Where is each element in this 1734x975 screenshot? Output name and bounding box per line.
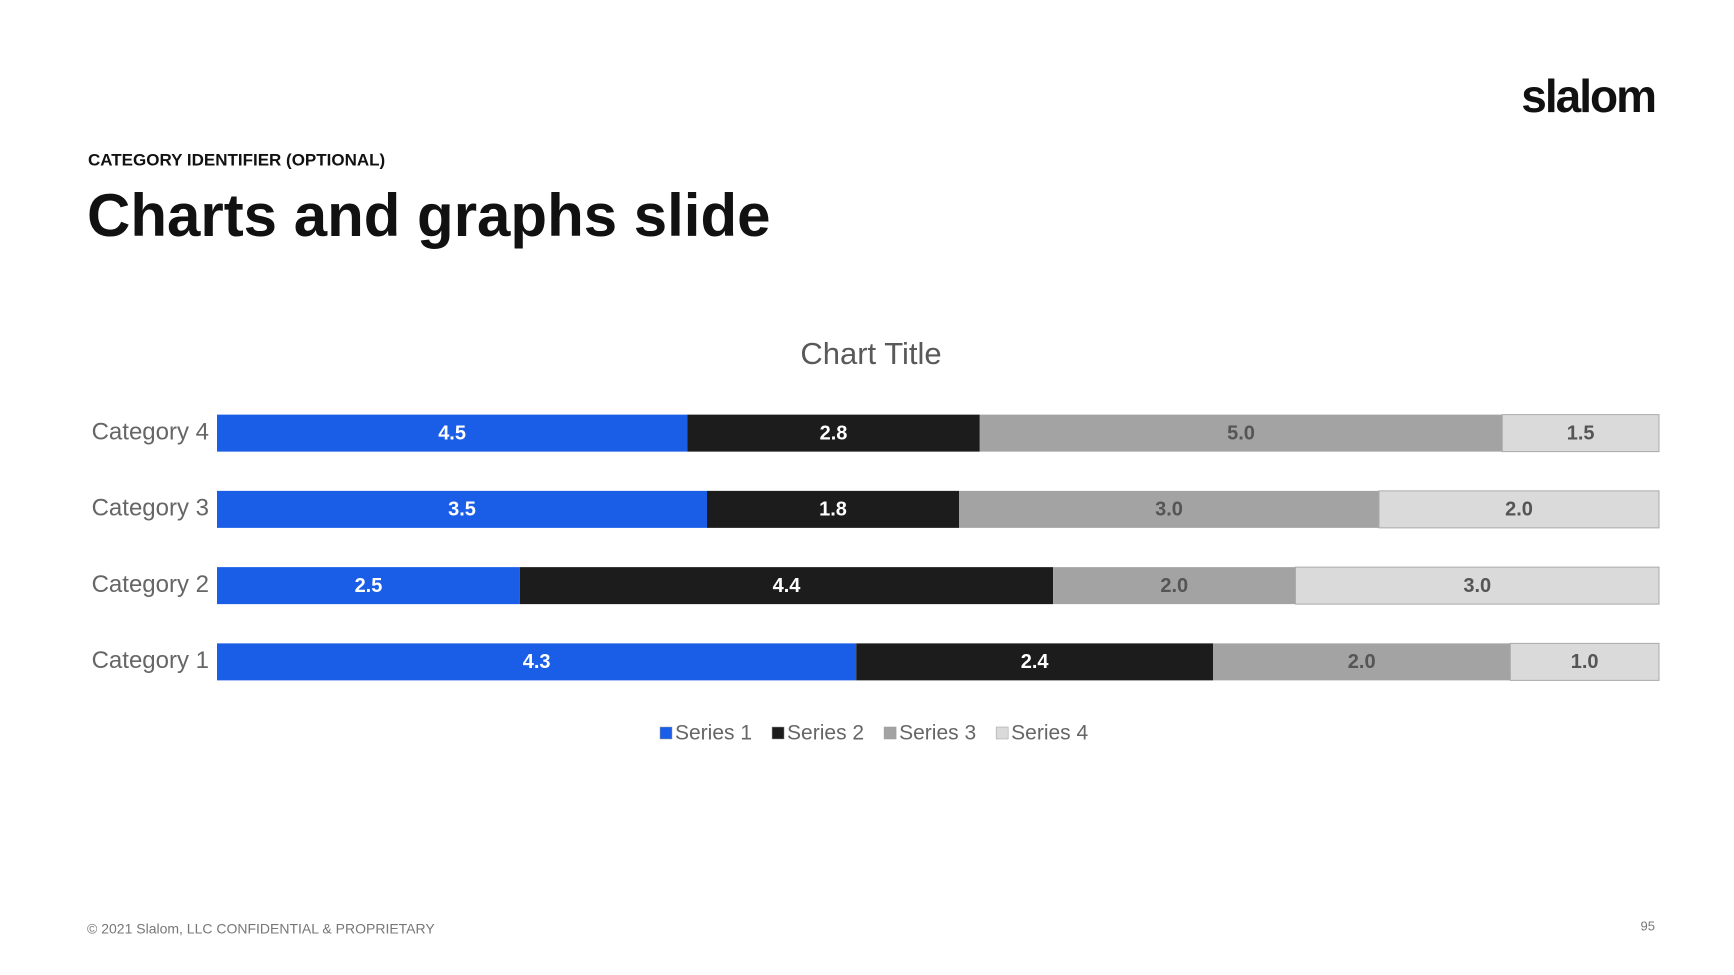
bar-segment: [217, 490, 707, 528]
chart-title: Chart Title: [800, 336, 941, 371]
y-tick-label: Category 4: [92, 418, 209, 445]
bar-segment: [856, 643, 1214, 681]
bar-segment: [217, 643, 857, 681]
bar-segment: [687, 414, 980, 452]
bar-segment: [1501, 414, 1660, 453]
data-label: 2.0: [1160, 575, 1188, 597]
data-label: 2.0: [1505, 499, 1533, 521]
logo: slalom: [1521, 70, 1655, 122]
bar-segment: [1053, 567, 1296, 605]
bar-segment: [1294, 566, 1660, 605]
data-label: 3.5: [448, 499, 476, 521]
data-label: 3.0: [1463, 575, 1491, 597]
legend-swatch: [883, 726, 897, 740]
bar-segment: [959, 490, 1379, 528]
bar-segment: [707, 490, 959, 528]
data-label: 1.5: [1567, 422, 1595, 444]
bar-segment: [217, 567, 520, 605]
data-label: 2.8: [820, 422, 848, 444]
legend-swatch: [995, 726, 1009, 740]
legend-swatch: [659, 726, 673, 740]
bar-segment: [1509, 642, 1660, 681]
page-number: 95: [1641, 918, 1655, 933]
legend-swatch: [771, 726, 785, 740]
data-label: 4.3: [523, 651, 551, 673]
legend-label: Series 3: [899, 722, 976, 745]
y-tick-label: Category 3: [92, 495, 209, 522]
data-label: 1.8: [819, 499, 847, 521]
bar-segment: [1213, 643, 1511, 681]
data-label: 3.0: [1155, 499, 1183, 521]
y-tick-label: Category 2: [92, 571, 209, 598]
category-identifier: CATEGORY IDENTIFIER (OPTIONAL): [88, 150, 385, 169]
bar-segment: [979, 414, 1503, 452]
data-label: 2.0: [1348, 651, 1376, 673]
data-label: 2.5: [355, 575, 383, 597]
y-tick-label: Category 1: [92, 647, 209, 674]
legend-label: Series 4: [1011, 722, 1088, 745]
data-label: 5.0: [1227, 422, 1255, 444]
slide-title: Charts and graphs slide: [87, 182, 771, 249]
data-label: 1.0: [1571, 651, 1599, 673]
data-label: 4.5: [438, 422, 466, 444]
legend-label: Series 1: [675, 722, 752, 745]
data-label: 4.4: [773, 575, 802, 597]
bar-segment: [217, 414, 688, 452]
legend-label: Series 2: [787, 722, 864, 745]
bar-segment: [1378, 490, 1660, 529]
bar-segment: [519, 567, 1054, 605]
data-label: 2.4: [1021, 651, 1050, 673]
footer: © 2021 Slalom, LLC CONFIDENTIAL & PROPRI…: [87, 921, 435, 937]
